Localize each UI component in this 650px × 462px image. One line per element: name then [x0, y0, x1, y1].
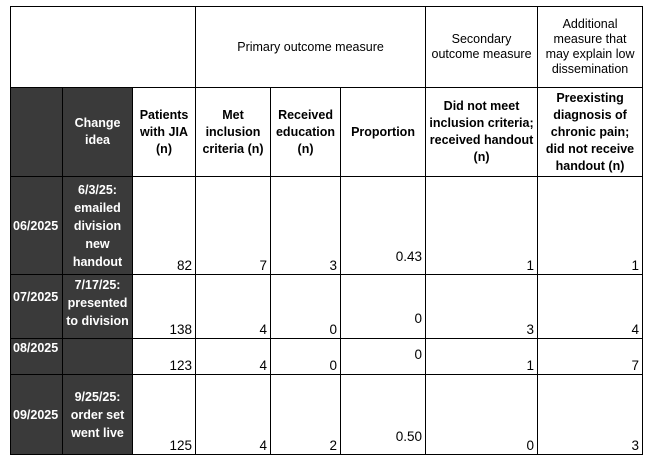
- patients-jia-value: 125: [131, 374, 197, 455]
- change-idea-cell: 7/17/25: presented to division: [62, 274, 133, 339]
- table-row: 06/2025 6/3/25: emailed division new han…: [10, 176, 644, 275]
- proportion-value: 0: [414, 347, 423, 362]
- patients-jia-value: 138: [131, 274, 197, 339]
- table-row: 09/2025 9/25/25: order set went live 125…: [10, 374, 644, 455]
- proportion-value: 0.43: [395, 249, 423, 264]
- group-header-row: Primary outcome measure Secondary outcom…: [9, 6, 644, 88]
- patients-jia-value: 82: [131, 176, 197, 275]
- change-idea-cell: 6/3/25: emailed division new handout: [62, 176, 133, 275]
- chronic-pain-header: Preexisting diagnosis of chronic pain; d…: [537, 87, 644, 177]
- primary-outcome-header: Primary outcome measure: [195, 6, 427, 88]
- change-idea-header: Change idea: [62, 87, 133, 177]
- met-criteria-value: 4: [195, 374, 272, 455]
- received-education-value: 3: [270, 176, 342, 275]
- received-education-value: 0: [270, 274, 342, 339]
- month-label: 08/2025: [10, 338, 63, 375]
- proportion-cell: 0.50: [340, 374, 427, 455]
- proportion-cell: 0: [340, 274, 427, 339]
- proportion-value: 0: [414, 311, 423, 326]
- received-education-value: 2: [270, 374, 342, 455]
- table-row: 08/2025 123 4 0 0 1 7: [10, 338, 644, 375]
- met-criteria-value: 4: [195, 274, 272, 339]
- proportion-header: Proportion: [340, 87, 427, 177]
- proportion-cell: 0: [340, 338, 427, 375]
- patients-jia-value: 123: [131, 338, 197, 375]
- secondary-outcome-header: Secondary outcome measure: [425, 6, 539, 88]
- received-education-value: 0: [270, 338, 342, 375]
- patients-jia-header: Patients with JIA (n): [131, 87, 197, 177]
- chronic-pain-value: 1: [537, 176, 644, 275]
- met-criteria-value: 4: [195, 338, 272, 375]
- column-header-row: Change idea Patients with JIA (n) Met in…: [10, 87, 644, 177]
- did-not-meet-value: 1: [425, 176, 539, 275]
- table-row: 07/2025 7/17/25: presented to division 1…: [10, 274, 644, 339]
- outcome-measures-table: Primary outcome measure Secondary outcom…: [9, 6, 644, 455]
- proportion-cell: 0.43: [340, 176, 427, 275]
- received-education-header: Received education (n): [270, 87, 342, 177]
- met-criteria-header: Met inclusion criteria (n): [195, 87, 272, 177]
- change-idea-cell: [62, 338, 133, 375]
- month-header-cell: [10, 87, 63, 177]
- month-label: 06/2025: [10, 176, 63, 275]
- proportion-value: 0.50: [395, 429, 423, 444]
- did-not-meet-header: Did not meet inclusion criteria; receive…: [425, 87, 539, 177]
- month-label: 07/2025: [10, 274, 63, 339]
- chronic-pain-value: 4: [537, 274, 644, 339]
- change-idea-cell: 9/25/25: order set went live: [62, 374, 133, 455]
- month-label: 09/2025: [10, 374, 63, 455]
- did-not-meet-value: 0: [425, 374, 539, 455]
- chronic-pain-value: 7: [537, 338, 644, 375]
- chronic-pain-value: 3: [537, 374, 644, 455]
- did-not-meet-value: 1: [425, 338, 539, 375]
- blank-header-cell: [9, 6, 197, 88]
- did-not-meet-value: 3: [425, 274, 539, 339]
- met-criteria-value: 7: [195, 176, 272, 275]
- additional-measure-header: Additional measure that may explain low …: [537, 6, 644, 88]
